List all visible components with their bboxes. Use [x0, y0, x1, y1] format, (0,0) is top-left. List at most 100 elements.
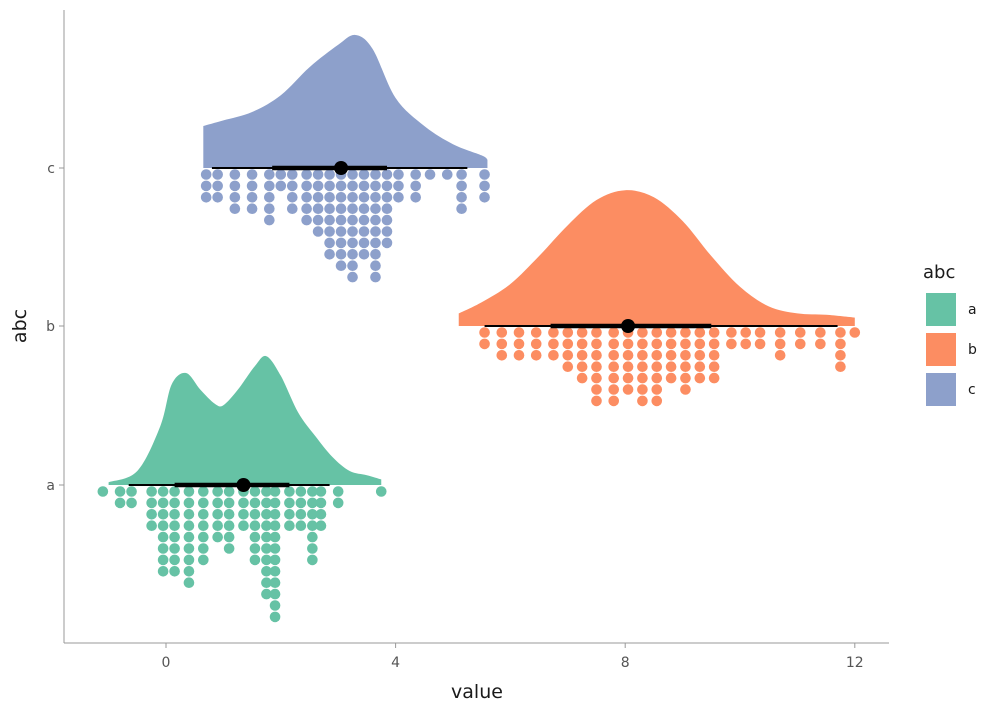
- dot-c-6-3: [286, 203, 298, 214]
- median-point-c: [334, 161, 349, 175]
- dot-b-12-4: [665, 372, 677, 384]
- dot-a-6-7: [183, 566, 195, 577]
- dot-b-5-2: [562, 350, 574, 361]
- dot-a-5-5: [169, 543, 180, 554]
- dot-b-2-1: [513, 338, 525, 350]
- dot-a-19-0: [375, 486, 387, 497]
- dot-c-11-0: [347, 169, 358, 180]
- dot-a-9-3: [223, 520, 235, 531]
- dot-c-7-4: [301, 214, 312, 226]
- dot-b-1-0: [496, 327, 508, 338]
- dot-c-13-1: [370, 180, 381, 192]
- dot-c-20-0: [479, 169, 490, 180]
- dot-b-13-0: [680, 327, 691, 338]
- dot-c-14-1: [381, 180, 393, 192]
- dot-b-7-3: [591, 361, 602, 373]
- dot-b-3-1: [530, 338, 542, 350]
- dot-b-8-3: [608, 361, 620, 373]
- median-point-a: [236, 478, 251, 492]
- dot-c-12-1: [358, 180, 370, 192]
- dot-b-9-5: [622, 384, 634, 395]
- dot-a-16-2: [307, 509, 318, 520]
- dot-a-8-4: [212, 531, 223, 543]
- dot-c-4-3: [264, 203, 275, 214]
- group-c: [200, 34, 490, 283]
- y-tick-label: a: [46, 478, 55, 494]
- dot-a-9-1: [223, 497, 235, 509]
- y-tick-label: c: [47, 161, 55, 177]
- x-tick-label: 12: [846, 655, 864, 671]
- density-a: [108, 355, 382, 485]
- dot-b-12-0: [665, 327, 677, 338]
- dot-c-10-7: [335, 249, 347, 260]
- dot-b-12-2: [665, 350, 677, 361]
- dot-a-10-1: [238, 497, 249, 509]
- dot-a-11-3: [249, 520, 261, 531]
- dot-b-18-0: [754, 327, 766, 338]
- dot-c-16-1: [410, 180, 421, 192]
- dot-c-12-2: [358, 192, 370, 203]
- dot-a-5-0: [169, 486, 180, 497]
- dot-a-14-0: [284, 486, 295, 497]
- dot-c-14-4: [381, 214, 393, 226]
- dot-b-13-1: [680, 338, 691, 350]
- dot-a-13-4: [269, 531, 281, 543]
- dot-c-10-1: [335, 180, 347, 192]
- dot-b-20-1: [794, 338, 806, 350]
- dot-a-13-6: [269, 554, 281, 566]
- dot-c-0-2: [200, 192, 212, 203]
- dot-b-6-3: [576, 361, 588, 373]
- dot-c-11-5: [347, 226, 358, 237]
- dot-b-22-0: [835, 327, 846, 338]
- dot-c-4-2: [264, 192, 275, 203]
- dot-a-12-3: [261, 520, 272, 531]
- dot-b-12-3: [665, 361, 677, 373]
- dot-b-15-3: [708, 361, 720, 373]
- dot-a-9-5: [223, 543, 235, 554]
- dot-c-19-3: [456, 203, 467, 214]
- dot-a-11-2: [249, 509, 261, 520]
- dot-b-10-0: [637, 327, 648, 338]
- dot-b-13-2: [680, 350, 691, 361]
- dot-a-17-2: [315, 509, 327, 520]
- dot-b-14-3: [694, 361, 706, 373]
- dot-c-4-4: [264, 214, 275, 226]
- dot-c-8-3: [312, 203, 324, 214]
- dot-b-10-1: [637, 338, 648, 350]
- dot-b-15-4: [708, 372, 720, 384]
- dot-b-23-0: [849, 327, 861, 338]
- dot-c-9-1: [324, 180, 335, 192]
- dot-c-20-1: [479, 180, 490, 192]
- dot-a-4-1: [157, 497, 169, 509]
- dot-b-19-2: [774, 350, 786, 361]
- dot-a-4-3: [157, 520, 169, 531]
- dot-c-3-1: [246, 180, 258, 192]
- dot-a-12-2: [261, 509, 272, 520]
- dot-c-9-0: [324, 169, 335, 180]
- dot-b-10-3: [637, 361, 648, 373]
- dot-c-9-2: [324, 192, 335, 203]
- dot-a-13-10: [269, 600, 281, 611]
- dot-c-15-0: [393, 169, 404, 180]
- dot-b-15-0: [708, 327, 720, 338]
- dot-c-11-2: [347, 192, 358, 203]
- dot-b-7-0: [591, 327, 602, 338]
- dot-a-7-0: [198, 486, 209, 497]
- dot-a-17-0: [315, 486, 327, 497]
- dot-c-9-3: [324, 203, 335, 214]
- dot-a-10-3: [238, 520, 249, 531]
- dot-a-13-7: [269, 566, 281, 577]
- dot-b-5-0: [562, 327, 574, 338]
- dot-c-1-2: [212, 192, 223, 203]
- dot-c-2-3: [229, 203, 241, 214]
- dot-b-6-2: [576, 350, 588, 361]
- x-tick-label: 8: [621, 655, 630, 671]
- dot-c-18-0: [441, 169, 453, 180]
- dot-c-10-6: [335, 237, 347, 249]
- dot-c-6-1: [286, 180, 298, 192]
- dot-c-11-8: [347, 260, 358, 272]
- dot-b-3-0: [530, 327, 542, 338]
- dot-c-11-7: [347, 249, 358, 260]
- dot-b-5-1: [562, 338, 574, 350]
- dot-c-9-7: [324, 249, 335, 260]
